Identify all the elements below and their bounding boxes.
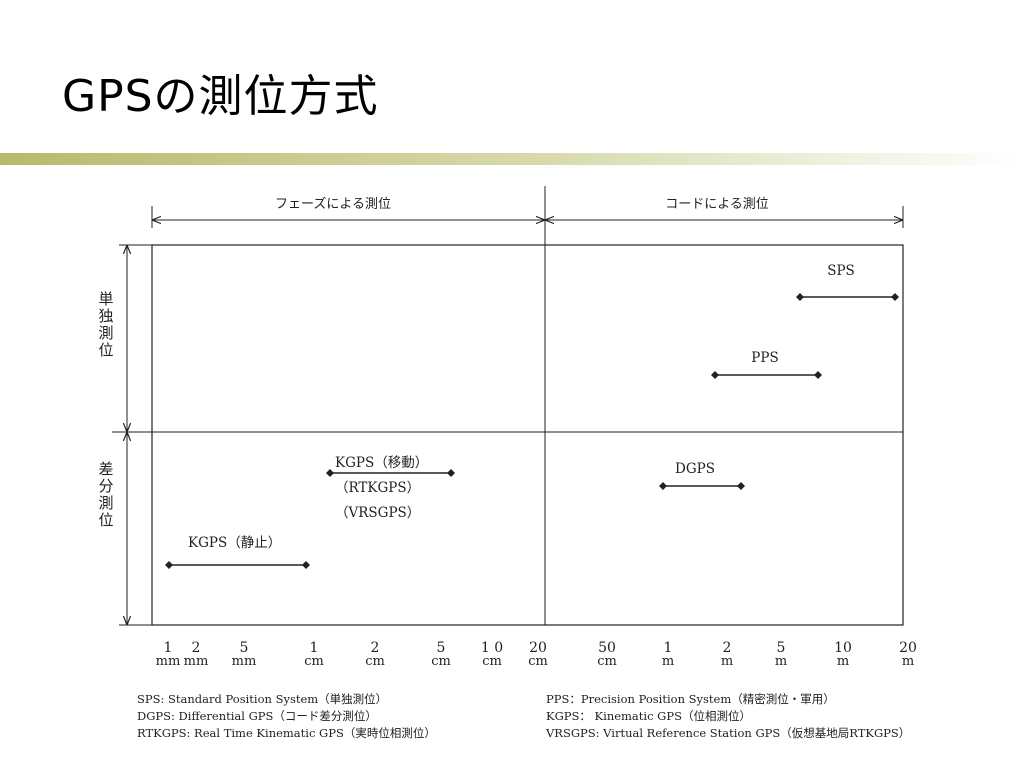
x-tick-number: 5 xyxy=(437,640,446,656)
x-tick-unit: m xyxy=(662,654,674,669)
x-tick: 5m xyxy=(775,640,787,669)
x-tick-number: 2 xyxy=(723,640,732,656)
footnote-vrsgps: VRSGPS: Virtual Reference Station GPS（仮想… xyxy=(546,726,911,740)
method-range-dgps: DGPS xyxy=(659,461,745,490)
row-group-differential: 差分測位 xyxy=(98,432,152,626)
x-tick-unit: m xyxy=(837,654,849,669)
range-endpoint-diamond xyxy=(447,469,455,477)
x-tick-unit: cm xyxy=(431,654,451,669)
footnotes-right: PPS：Precision Position System（精密測位・軍用） K… xyxy=(546,691,910,742)
x-tick-number: 1 0 xyxy=(481,640,503,656)
x-tick-number: 2 xyxy=(192,640,201,656)
range-endpoint-diamond xyxy=(891,293,899,301)
row-group-label-standalone: 単独測位 xyxy=(98,290,113,359)
method-range-pps: PPS xyxy=(711,350,822,379)
header-code: コードによる測位 xyxy=(545,197,904,228)
title-accent-rule xyxy=(0,153,1024,165)
range-endpoint-diamond xyxy=(711,371,719,379)
footnote-dgps: DGPS: Differential GPS（コード差分測位） xyxy=(137,709,377,723)
x-tick-unit: cm xyxy=(304,654,324,669)
x-tick: 5mm xyxy=(232,640,257,669)
x-tick-unit: cm xyxy=(365,654,385,669)
x-tick-number: 20 xyxy=(899,640,917,656)
x-tick-unit: m xyxy=(775,654,787,669)
header-code-label: コードによる測位 xyxy=(665,197,769,212)
row-group-label-differential: 差分測位 xyxy=(98,460,113,529)
x-tick-number: 1 xyxy=(664,640,673,656)
range-endpoint-diamond xyxy=(165,561,173,569)
range-endpoint-diamond xyxy=(796,293,804,301)
x-tick-number: 50 xyxy=(598,640,616,656)
range-endpoint-diamond xyxy=(814,371,822,379)
x-tick-unit: mm xyxy=(232,654,257,669)
x-tick: 2cm xyxy=(365,640,385,669)
x-tick-number: 2 xyxy=(371,640,380,656)
x-tick-unit: m xyxy=(902,654,914,669)
method-label: KGPS（静止） xyxy=(188,535,281,551)
x-tick-number: 20 xyxy=(529,640,547,656)
diagram-frame xyxy=(151,244,904,626)
x-tick-unit: mm xyxy=(156,654,181,669)
x-tick-unit: mm xyxy=(184,654,209,669)
x-tick-unit: cm xyxy=(482,654,502,669)
x-tick-unit: cm xyxy=(528,654,548,669)
x-tick-number: 10 xyxy=(834,640,852,656)
method-label: （RTKGPS） xyxy=(335,480,420,496)
x-tick: 20m xyxy=(899,640,917,669)
x-tick: 1 0cm xyxy=(481,640,503,669)
method-label: PPS xyxy=(751,350,778,366)
footnote-kgps: KGPS： Kinematic GPS（位相測位） xyxy=(546,709,751,723)
x-tick-number: 1 xyxy=(310,640,319,656)
method-label: SPS xyxy=(827,263,855,279)
footnote-rtkgps: RTKGPS: Real Time Kinematic GPS（実時位相測位） xyxy=(137,726,436,740)
method-range-kgps-moving: KGPS（移動） （RTKGPS） （VRSGPS） xyxy=(326,455,455,521)
method-range-sps: SPS xyxy=(796,263,899,301)
slide-title: GPSの測位方式 xyxy=(62,71,379,122)
method-label: （VRSGPS） xyxy=(335,505,420,521)
footnotes-left: SPS: Standard Position System（単独測位） DGPS… xyxy=(137,691,436,742)
header-phase-label: フェーズによる測位 xyxy=(275,196,391,212)
row-group-standalone: 単独測位 xyxy=(98,244,152,432)
method-label: KGPS（移動） xyxy=(335,455,428,471)
x-tick: 2m xyxy=(721,640,733,669)
method-range-kgps-static: KGPS（静止） xyxy=(165,535,310,569)
header-phase: フェーズによる測位 xyxy=(151,196,545,228)
footnote-pps: PPS：Precision Position System（精密測位・軍用） xyxy=(546,692,835,706)
x-tick: 1mm xyxy=(156,640,181,669)
range-endpoint-diamond xyxy=(737,482,745,490)
x-tick-unit: cm xyxy=(597,654,617,669)
x-tick: 10m xyxy=(834,640,852,669)
method-ranges: SPS PPS DGPS KGPS（移動） （RTKGPS） （VRSGPS） KGPS（静… xyxy=(165,263,899,569)
x-tick: 1cm xyxy=(304,640,324,669)
range-endpoint-diamond xyxy=(302,561,310,569)
x-tick-number: 1 xyxy=(164,640,173,656)
x-tick-number: 5 xyxy=(240,640,249,656)
x-tick: 1m xyxy=(662,640,674,669)
footnote-sps: SPS: Standard Position System（単独測位） xyxy=(137,692,388,706)
method-label: DGPS xyxy=(675,461,715,477)
range-endpoint-diamond xyxy=(659,482,667,490)
x-tick: 2mm xyxy=(184,640,209,669)
x-tick: 5cm xyxy=(431,640,451,669)
range-endpoint-diamond xyxy=(326,469,334,477)
x-tick-unit: m xyxy=(721,654,733,669)
x-tick-number: 5 xyxy=(777,640,786,656)
